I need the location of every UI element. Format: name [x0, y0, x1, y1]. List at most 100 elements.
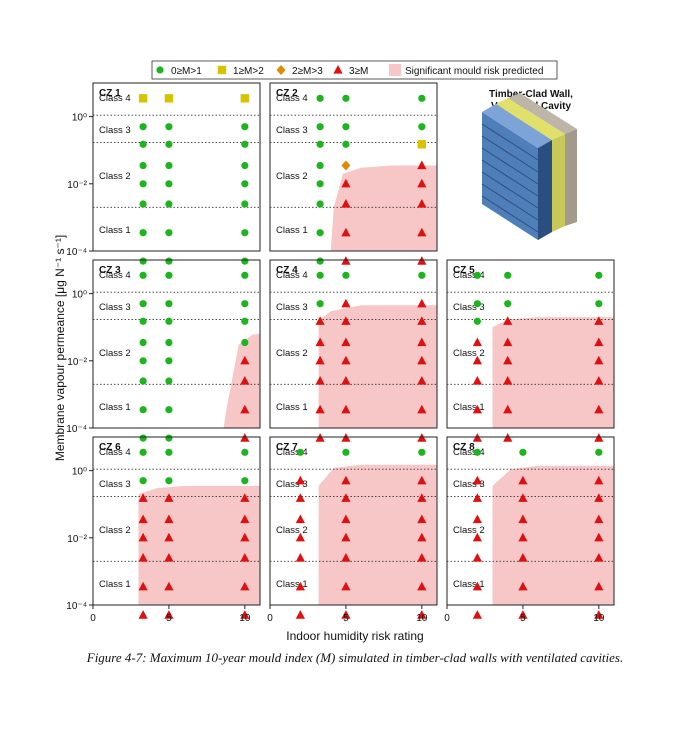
- data-point: [316, 180, 324, 188]
- data-point: [139, 377, 147, 385]
- legend-label: Significant mould risk predicted: [405, 66, 543, 77]
- panel-frame: [446, 259, 615, 429]
- legend-label: 3≥M: [349, 66, 368, 77]
- data-point: [341, 514, 351, 524]
- data-point: [164, 94, 174, 103]
- data-point: [315, 376, 325, 385]
- data-point: [165, 123, 173, 131]
- data-point: [341, 316, 351, 325]
- panel-cz-4: Class 1 Class 2 Class 3 Class 4CZ 4: [269, 259, 438, 442]
- data-point: [518, 475, 528, 485]
- class-label: Class 1: [99, 579, 131, 590]
- x-tick-label: 10: [239, 613, 251, 624]
- data-point: [240, 355, 250, 365]
- data-point: [417, 337, 427, 347]
- panel-cz-3: Class 1 Class 2 Class 3 Class 4CZ 3 10⁻⁴ 10⁻²…: [66, 259, 261, 442]
- class-label: Class 1: [99, 402, 131, 413]
- data-point: [417, 199, 427, 208]
- legend-label: 1≥M>2: [233, 66, 264, 77]
- data-point: [295, 581, 305, 591]
- class-label: Class 2: [99, 525, 131, 536]
- data-point: [241, 448, 249, 456]
- data-point: [342, 123, 350, 131]
- data-point: [418, 448, 426, 456]
- data-point: [341, 227, 351, 237]
- data-point: [164, 514, 174, 524]
- data-point: [316, 140, 324, 148]
- data-point: [417, 493, 427, 502]
- class-label: Class 4: [99, 270, 131, 281]
- data-point: [595, 448, 603, 456]
- data-point: [139, 229, 147, 237]
- data-point: [165, 257, 173, 265]
- data-point: [594, 553, 604, 562]
- data-point: [341, 199, 351, 208]
- data-point: [315, 355, 325, 365]
- data-point: [472, 493, 482, 502]
- data-point: [165, 300, 173, 308]
- data-point: [417, 514, 427, 524]
- data-point: [295, 475, 305, 485]
- class-label: Class 1: [276, 402, 308, 413]
- data-point: [519, 448, 527, 456]
- data-point: [165, 357, 173, 365]
- data-point: [341, 160, 351, 171]
- data-point: [165, 229, 173, 237]
- data-point: [503, 337, 513, 347]
- class-label: Class 3: [276, 302, 308, 313]
- data-point: [473, 271, 481, 279]
- class-label: Class 3: [99, 479, 131, 490]
- data-point: [316, 229, 324, 237]
- data-point: [165, 377, 173, 385]
- data-point: [295, 514, 305, 524]
- data-point: [139, 271, 147, 279]
- legend-marker: [333, 65, 343, 74]
- class-label: Class 1: [99, 225, 131, 236]
- data-point: [138, 94, 148, 103]
- x-tick-label: 10: [416, 613, 428, 624]
- data-point: [138, 610, 148, 619]
- data-point: [594, 376, 604, 385]
- panel-title: CZ 6: [99, 442, 121, 453]
- data-point: [165, 477, 173, 485]
- data-point: [139, 180, 147, 188]
- class-label: Class 2: [99, 171, 131, 182]
- data-point: [241, 338, 249, 347]
- data-point: [316, 271, 324, 279]
- data-point: [295, 553, 305, 562]
- data-point: [139, 257, 147, 265]
- y-tick-label: 10⁰: [72, 467, 87, 478]
- data-point: [594, 493, 604, 502]
- class-label: Class 4: [453, 270, 485, 281]
- data-point: [240, 610, 250, 619]
- data-point: [342, 448, 350, 456]
- data-point: [473, 317, 481, 325]
- data-point: [295, 610, 305, 619]
- data-point: [417, 376, 427, 385]
- data-point: [341, 493, 351, 502]
- legend-marker: [217, 65, 227, 75]
- data-point: [165, 200, 173, 208]
- data-point: [594, 316, 604, 325]
- data-point: [138, 532, 148, 542]
- data-point: [472, 355, 482, 365]
- data-point: [241, 300, 249, 308]
- data-point: [165, 448, 173, 456]
- data-point: [139, 200, 147, 208]
- y-axis-label: Membrane vapour permeance [μg N⁻¹ s⁻¹]: [53, 235, 67, 461]
- data-point: [164, 553, 174, 562]
- data-point: [240, 404, 250, 414]
- data-point: [417, 227, 427, 237]
- data-point: [139, 123, 147, 131]
- data-point: [241, 140, 249, 148]
- data-point: [594, 404, 604, 414]
- risk-region: [330, 165, 437, 251]
- panel-frame: [92, 82, 261, 252]
- panel-title: CZ 5: [453, 265, 475, 276]
- risk-region: [138, 485, 260, 605]
- y-tick-label: 10⁻⁴: [66, 247, 87, 258]
- data-point: [241, 257, 249, 265]
- data-point: [139, 406, 147, 414]
